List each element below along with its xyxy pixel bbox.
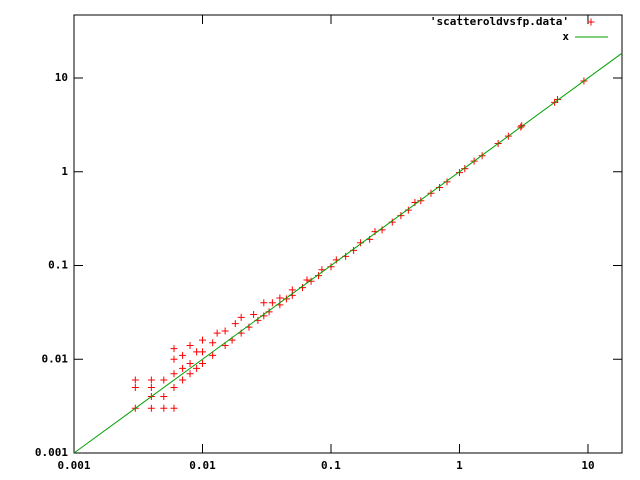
point <box>160 404 168 412</box>
point <box>221 327 229 335</box>
y-tick-label: 0.01 <box>42 352 69 365</box>
point <box>160 393 168 401</box>
point <box>147 376 155 384</box>
x-tick-label: 1 <box>456 459 463 472</box>
point <box>427 189 435 197</box>
legend-label: x <box>562 30 569 43</box>
point <box>186 342 194 350</box>
point <box>179 376 187 384</box>
point <box>209 339 217 347</box>
point <box>147 404 155 412</box>
point <box>170 345 178 353</box>
point <box>186 370 194 378</box>
y-tick-label: 1 <box>61 165 68 178</box>
function-line <box>73 52 623 454</box>
point <box>455 169 463 177</box>
point <box>170 404 178 412</box>
x-tick-label: 10 <box>581 459 594 472</box>
legend-label: 'scatteroldvsfp.data' <box>430 15 569 28</box>
point <box>179 351 187 359</box>
legend-marker <box>587 18 595 26</box>
point <box>276 294 284 302</box>
point <box>443 178 451 186</box>
x-tick-label: 0.1 <box>321 459 341 472</box>
point <box>288 286 296 294</box>
point <box>237 313 245 321</box>
point <box>193 348 201 356</box>
point <box>198 360 206 368</box>
y-tick-label: 0.001 <box>35 446 68 459</box>
point <box>260 299 268 307</box>
point <box>315 272 323 280</box>
point <box>250 311 258 319</box>
point <box>417 197 425 205</box>
point <box>198 336 206 344</box>
point <box>198 348 206 356</box>
point <box>461 165 469 173</box>
plot-frame <box>73 14 623 454</box>
point <box>554 95 562 103</box>
point <box>147 383 155 391</box>
x-tick-label: 0.01 <box>189 459 216 472</box>
point <box>170 383 178 391</box>
point <box>131 383 139 391</box>
point <box>131 376 139 384</box>
y-tick-label: 10 <box>55 71 68 84</box>
point <box>268 299 276 307</box>
point <box>170 355 178 363</box>
point <box>404 206 412 214</box>
point <box>231 320 239 328</box>
point <box>213 329 221 337</box>
point <box>193 364 201 372</box>
point <box>186 360 194 368</box>
point <box>209 351 217 359</box>
point <box>518 122 526 130</box>
point <box>282 295 290 303</box>
y-tick-label: 0.1 <box>48 259 68 272</box>
point <box>170 370 178 378</box>
x-tick-label: 0.001 <box>57 459 90 472</box>
point <box>160 376 168 384</box>
point <box>303 276 311 284</box>
point <box>179 364 187 372</box>
